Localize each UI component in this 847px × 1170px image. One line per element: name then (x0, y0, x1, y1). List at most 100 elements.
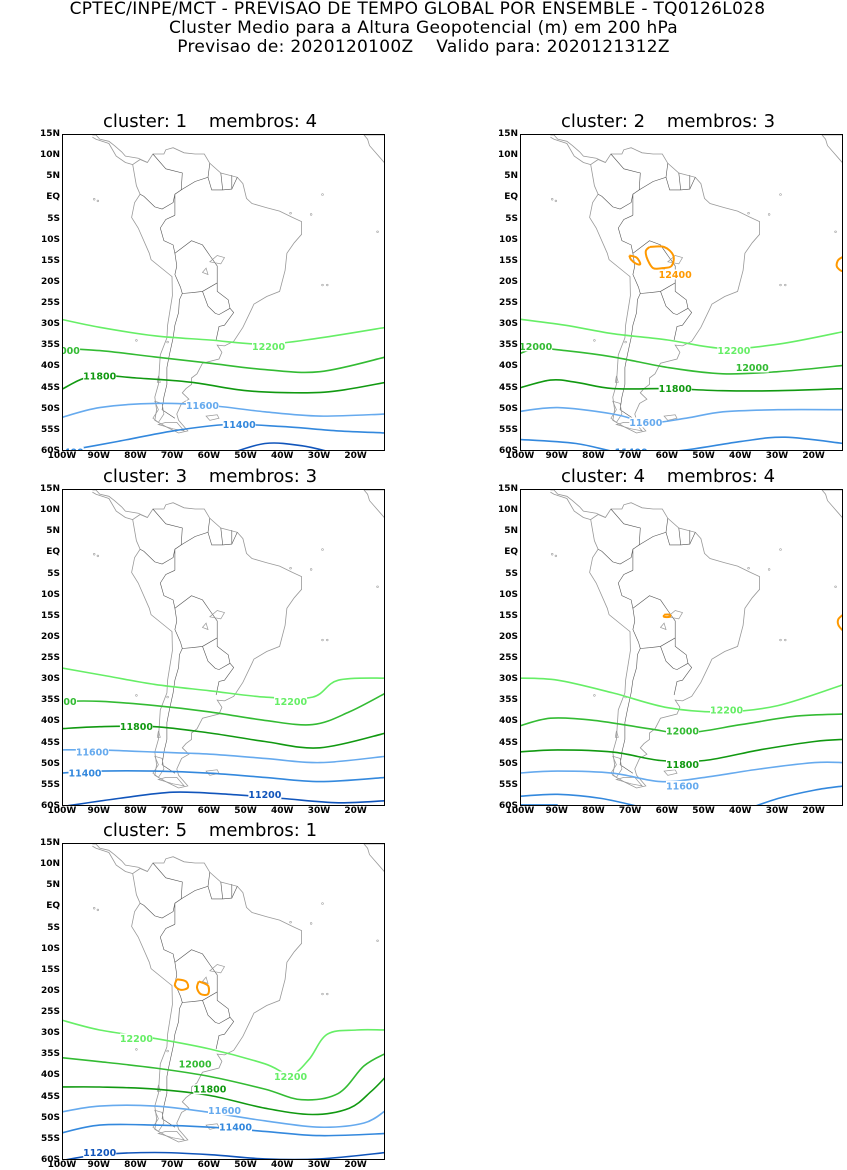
island-outline (610, 755, 623, 778)
contour-line (63, 1104, 384, 1129)
lat-tick-label: 25S (498, 298, 518, 309)
small-island (309, 213, 313, 216)
country-border (181, 163, 211, 191)
country-border (174, 595, 218, 649)
africa-coastline (363, 135, 384, 163)
island-outline (201, 267, 209, 276)
lon-tick-label: 70W (160, 1160, 184, 1170)
country-border (639, 518, 669, 546)
small-island (309, 568, 313, 571)
lat-tick-label: 15N (497, 484, 518, 494)
contour-line (644, 245, 675, 270)
contour-label-bg (521, 341, 553, 352)
contour-label-bg (735, 362, 769, 373)
small-island (376, 939, 379, 942)
lat-tick-label: 45S (498, 382, 518, 393)
contour-label-bg (614, 447, 648, 450)
island-outline (667, 255, 684, 265)
lat-tick-label: 25S (40, 653, 60, 664)
lat-tick-label: 30S (498, 674, 518, 685)
lon-tick-label: 70W (618, 806, 642, 816)
lat-tick-label: 50S (40, 403, 60, 414)
small-island (834, 230, 837, 233)
south-america-coastline (131, 856, 302, 1143)
island-outline (614, 375, 619, 383)
lon-tick-label: 70W (160, 451, 184, 461)
panel-title: cluster: 2 membros: 3 (498, 112, 838, 132)
contour-label: 11600 (629, 418, 662, 429)
small-island (326, 992, 329, 996)
lon-tick-label: 60W (655, 806, 679, 816)
contour-label-bg (208, 1105, 241, 1116)
island-outline (157, 1131, 186, 1141)
small-island (767, 213, 771, 216)
central-america-coastline (92, 135, 148, 165)
membros-label: membros: 3 (666, 111, 776, 132)
contour-label-bg (83, 1147, 117, 1158)
panel-cluster-5: cluster: 5 membros: 1 12200 12200 12000 118… (0, 821, 390, 1170)
lat-tick-label: 40S (40, 361, 60, 372)
lat-tick-label: 10S (40, 589, 60, 600)
lat-tick-label: 40S (40, 1070, 60, 1081)
cluster-label: cluster: 4 (560, 466, 646, 487)
contour-label: 1400 (63, 448, 84, 452)
lon-tick-label: 80W (124, 451, 147, 461)
lat-tick-label: 35S (40, 340, 60, 351)
lat-tick-label: 20S (498, 631, 518, 642)
small-island (135, 694, 138, 697)
contour-line (237, 442, 326, 450)
contour-label-bg (666, 780, 699, 791)
lat-tick-label: 10N (497, 505, 518, 516)
small-island (624, 340, 627, 344)
country-border (215, 663, 235, 696)
country-border (665, 532, 696, 546)
contour-line (63, 1019, 384, 1076)
cluster-label: cluster: 3 (102, 466, 188, 487)
contour-line (63, 1077, 384, 1116)
africa-coastline (363, 844, 384, 872)
contour-line (63, 748, 384, 764)
lat-tick-label: 45S (498, 737, 518, 748)
contour-line (521, 406, 842, 424)
island-outline (156, 1084, 161, 1092)
country-border (202, 282, 231, 315)
lat-tick-label: 45S (40, 737, 60, 748)
africa-coastline (363, 490, 384, 518)
lat-tick-label: 10S (40, 234, 60, 245)
country-border (639, 163, 669, 191)
contour-line (628, 254, 642, 266)
small-island (96, 908, 100, 912)
contour-label-bg (119, 721, 153, 732)
contour-label: 12400 (659, 270, 692, 281)
country-border (673, 308, 693, 341)
country-border (152, 153, 183, 216)
lat-tick-label: 10S (40, 943, 60, 954)
contour-line (521, 318, 842, 350)
lon-tick-label: 90W (87, 806, 110, 816)
country-border (207, 532, 238, 546)
contour-line (63, 318, 384, 346)
cluster-label: cluster: 1 (102, 111, 188, 132)
country-border (174, 240, 218, 294)
lon-tick-label: 90W (87, 451, 110, 461)
contour-label: 12000 (179, 1059, 212, 1070)
island-outline (209, 964, 226, 974)
country-border (215, 1017, 235, 1050)
lat-tick-label: 60S (40, 801, 60, 811)
contour-line (63, 347, 384, 374)
lat-tick-label: 10N (39, 859, 60, 870)
small-island (92, 198, 96, 201)
small-island (135, 339, 138, 342)
contour-label: 11400 (615, 448, 648, 452)
lat-tick-label: 55S (40, 779, 60, 790)
lon-tick-label: 60W (197, 451, 221, 461)
lat-tick-label: 20S (498, 276, 518, 287)
panel-cluster-3: cluster: 3 membros: 3 12200 000 11800 11600… (0, 466, 390, 816)
country-border (597, 548, 634, 565)
map-canvas: 12200 12200 12000 11800 11600 11400 11200 (63, 844, 384, 1159)
contour-label: 12200 (717, 346, 750, 357)
island-outline (209, 610, 226, 620)
island-outline (663, 414, 678, 421)
cluster-label: cluster: 2 (560, 111, 646, 132)
island-outline (152, 1109, 165, 1132)
